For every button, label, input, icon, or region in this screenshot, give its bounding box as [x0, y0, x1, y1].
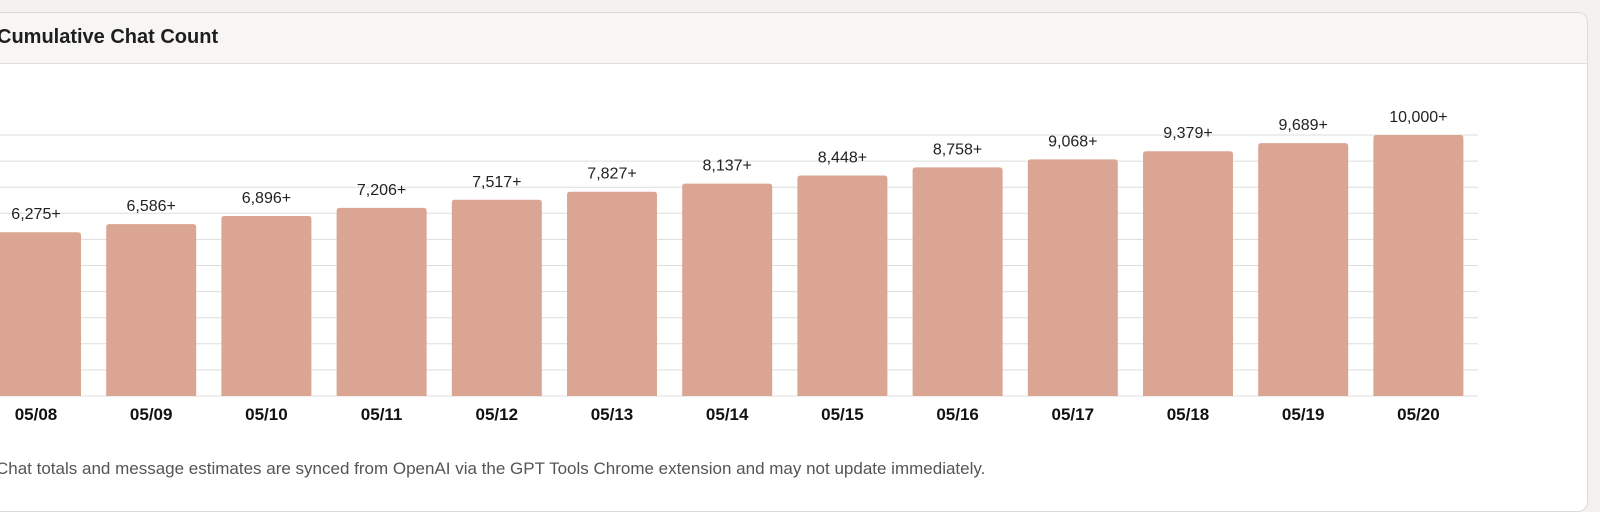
bar-05-09[interactable] — [106, 224, 197, 396]
x-tick-label: 05/14 — [706, 405, 749, 424]
data-label: 7,517+ — [472, 174, 521, 191]
bar-05-19[interactable] — [1258, 143, 1349, 396]
bar-05-11[interactable] — [336, 207, 427, 396]
x-tick-label: 05/20 — [1397, 405, 1440, 424]
bar-05-17[interactable] — [1027, 159, 1118, 396]
x-tick-label: 05/15 — [821, 405, 864, 424]
footnote: Chat totals and message estimates are sy… — [0, 459, 986, 478]
chart-title: Cumulative Chat Count — [0, 26, 219, 48]
x-tick-label: 05/16 — [936, 405, 979, 424]
data-label: 7,827+ — [587, 166, 636, 183]
data-label: 8,137+ — [703, 158, 752, 175]
x-tick-label: 05/11 — [361, 405, 403, 424]
bar-05-13[interactable] — [567, 191, 657, 396]
data-label: 6,586+ — [127, 198, 176, 215]
data-label: 9,068+ — [1048, 133, 1097, 150]
x-tick-label: 05/08 — [15, 405, 58, 424]
bar-05-14[interactable] — [682, 183, 773, 396]
x-tick-label: 05/12 — [476, 405, 519, 424]
bar-chart: 6,275+ 05/08 6,586+ 05/09 6,896+ 05/10 7,206+ 0… — [0, 109, 1478, 424]
x-tick-label: 05/18 — [1167, 405, 1210, 424]
data-label: 7,206+ — [357, 182, 406, 199]
bar-05-08[interactable] — [0, 232, 81, 396]
data-label: 8,758+ — [933, 141, 982, 158]
data-label: 10,000+ — [1389, 109, 1447, 126]
bar-05-10[interactable] — [221, 216, 312, 396]
data-label: 8,448+ — [818, 150, 867, 167]
x-tick-label: 05/13 — [591, 405, 634, 424]
x-tick-label: 05/09 — [130, 405, 173, 424]
card-header: Cumulative Chat Count — [0, 13, 1587, 64]
bar-05-16[interactable] — [912, 167, 1003, 396]
bar-05-12[interactable] — [451, 199, 542, 396]
x-tick-label: 05/19 — [1282, 405, 1325, 424]
bar-05-18[interactable] — [1143, 151, 1233, 396]
data-label: 9,689+ — [1279, 117, 1328, 134]
x-tick-label: 05/17 — [1052, 405, 1095, 424]
bar-05-20[interactable] — [1373, 135, 1464, 396]
data-label: 6,896+ — [242, 190, 291, 207]
x-tick-label: 05/10 — [245, 405, 288, 424]
data-label: 6,275+ — [11, 206, 60, 223]
bar-05-15[interactable] — [797, 175, 888, 396]
data-label: 9,379+ — [1163, 125, 1212, 142]
